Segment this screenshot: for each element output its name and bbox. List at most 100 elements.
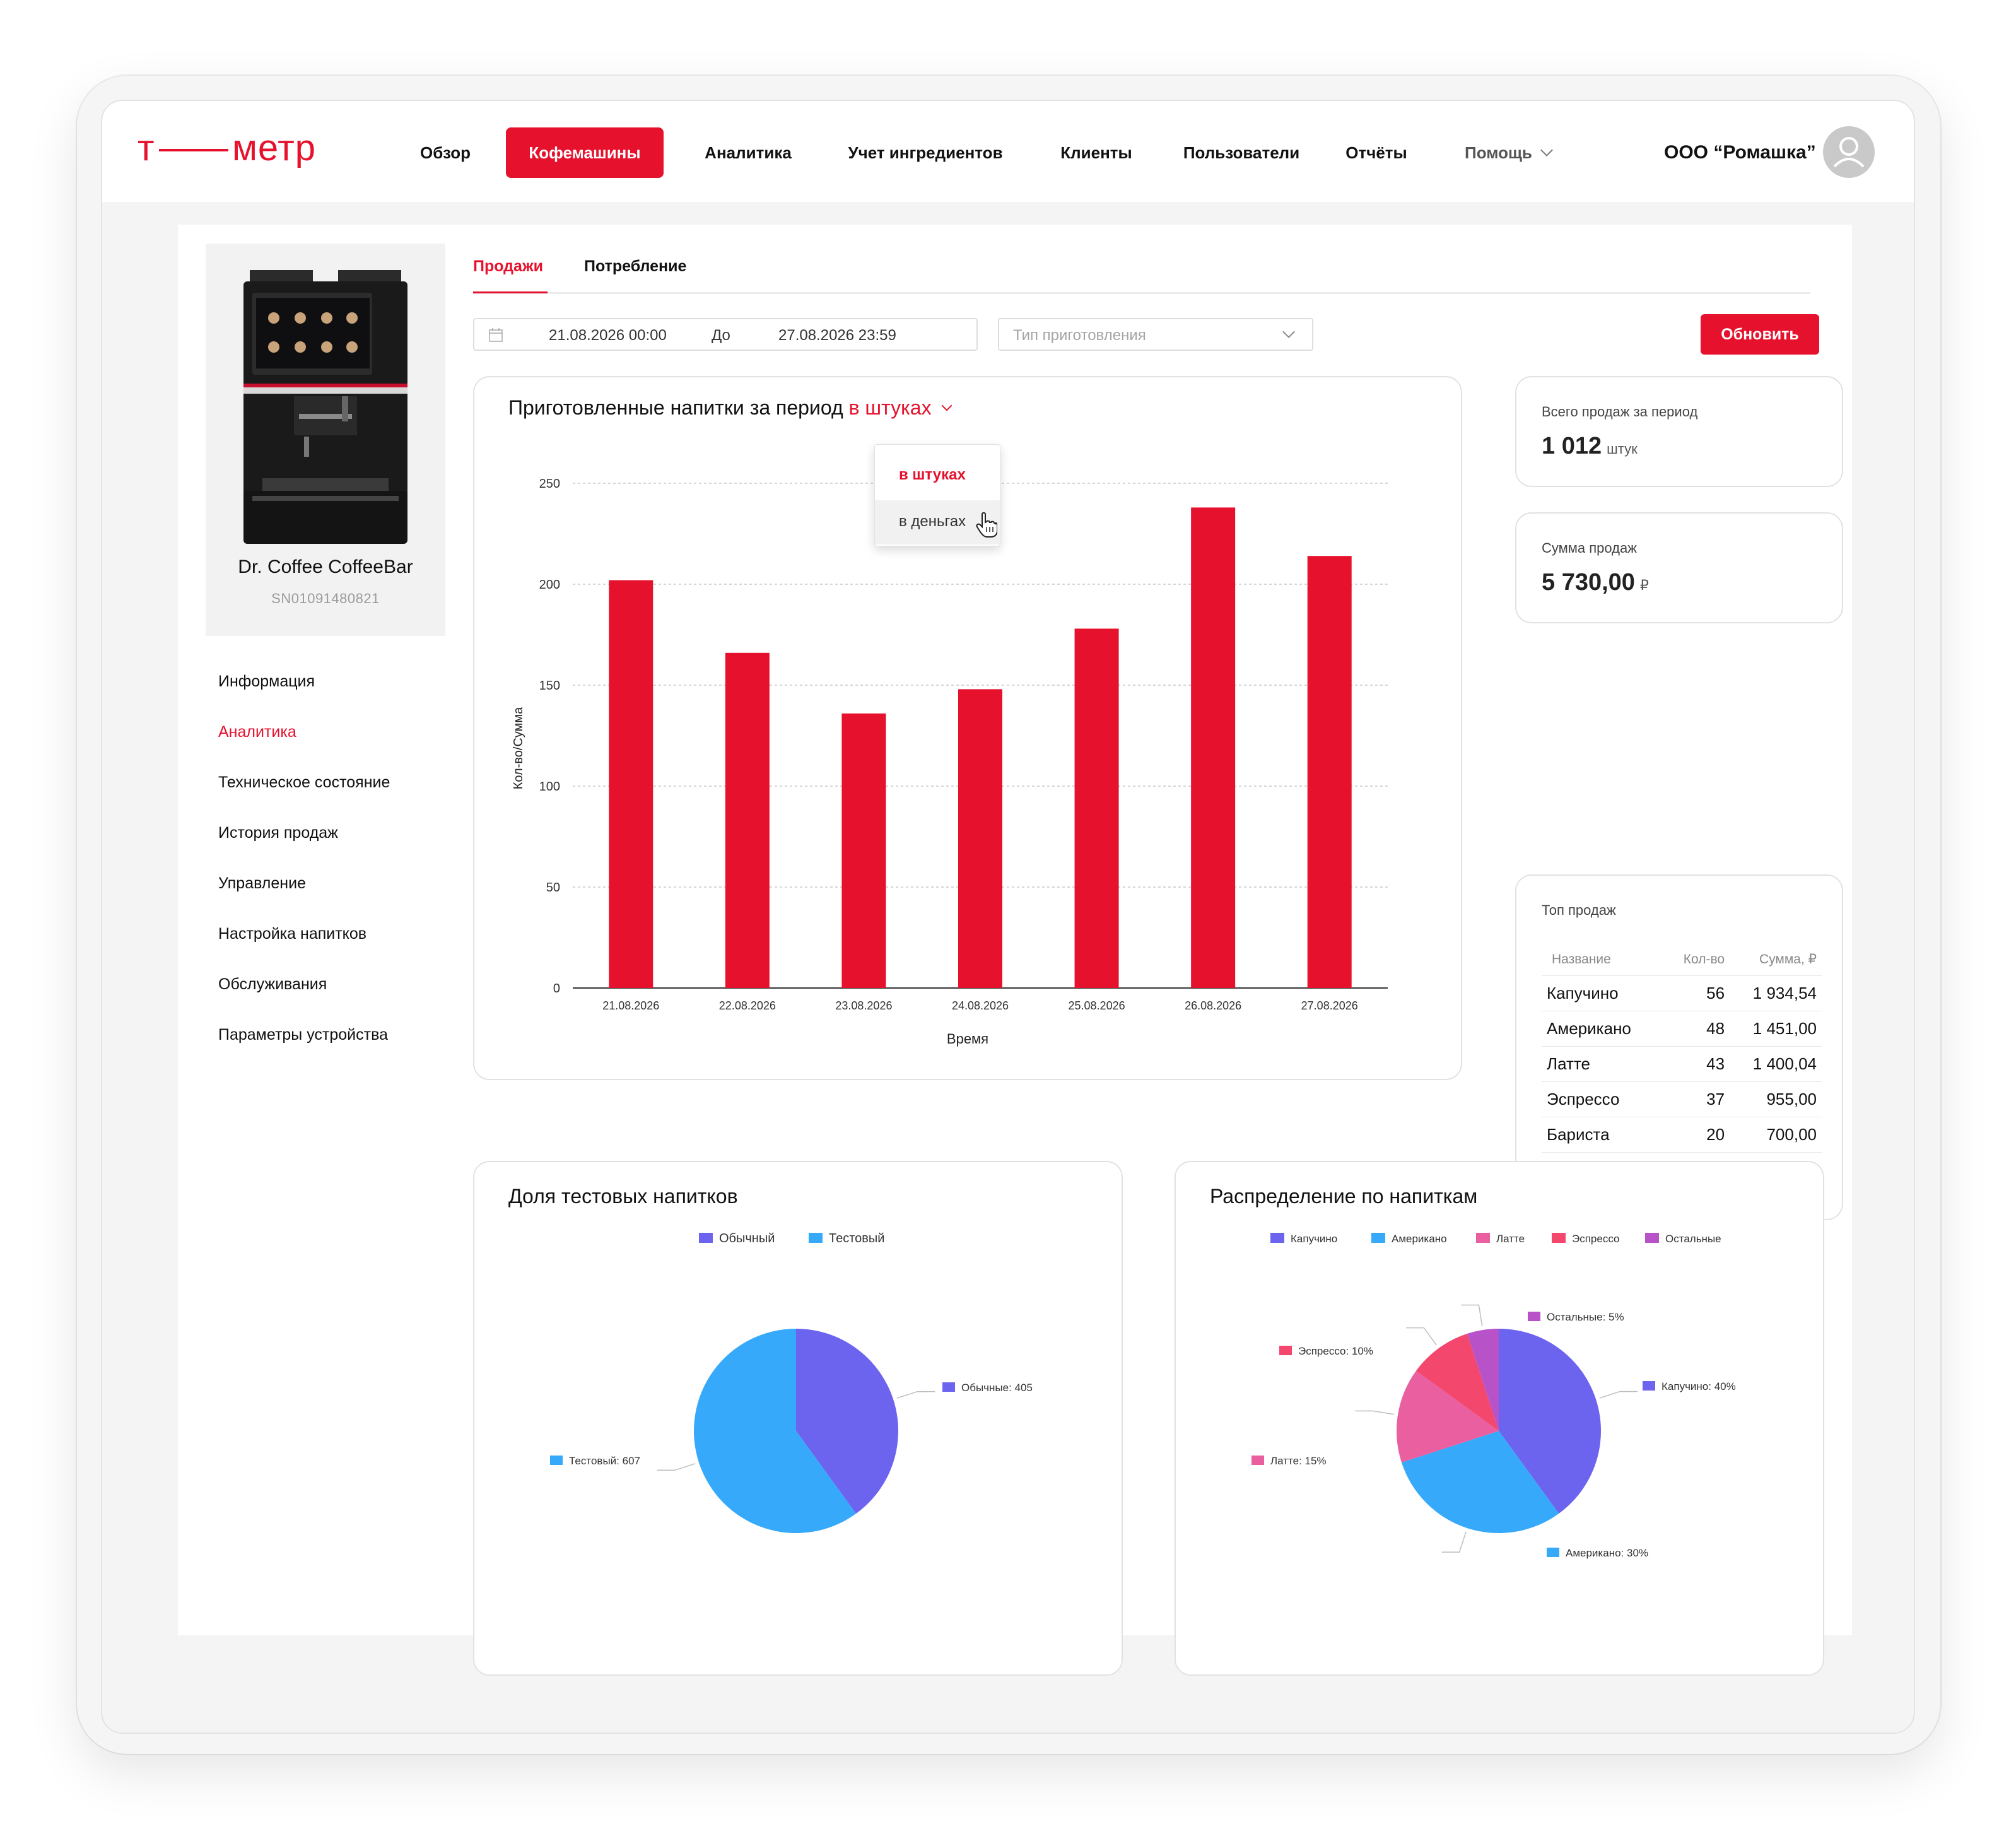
top-sales-label: Топ продаж — [1542, 902, 1616, 918]
y-tick-label: 200 — [539, 578, 560, 592]
pie-slice[interactable] — [694, 1329, 857, 1533]
pie-label-leader — [1441, 1531, 1467, 1553]
bar[interactable] — [841, 713, 886, 988]
bar[interactable] — [1191, 507, 1236, 988]
legend-label: Капучино — [1291, 1233, 1338, 1245]
cell-qty: 37 — [1668, 1081, 1730, 1117]
pie-label-leader — [1461, 1304, 1483, 1327]
y-tick-label: 150 — [539, 679, 560, 693]
chevron-down-icon — [1540, 144, 1553, 156]
bar[interactable] — [725, 652, 770, 988]
pie-slice[interactable] — [1499, 1329, 1601, 1514]
nav-reports[interactable]: Отчёты — [1345, 143, 1407, 162]
top-sales-table: Название Кол-во Сумма, ₽ Капучино 56 1 934… — [1542, 944, 1822, 1153]
legend-item-latte[interactable]: Латте — [1476, 1233, 1525, 1245]
pie-label-leader — [657, 1463, 696, 1471]
total-sales-label: Всего продаж за период — [1542, 404, 1698, 420]
pie-label-swatch — [1547, 1548, 1559, 1557]
cell-name: Американо — [1542, 1011, 1668, 1047]
tab-sales[interactable]: Продажи — [473, 257, 544, 275]
cell-name: Эспрессо — [1542, 1081, 1668, 1117]
legend-label: Обычный — [719, 1232, 775, 1245]
avatar[interactable] — [1823, 126, 1875, 178]
cell-sum: 955,00 — [1730, 1081, 1822, 1117]
side-item-control[interactable]: Управление — [218, 874, 306, 892]
legend-item-cappuccino[interactable]: Капучино — [1270, 1233, 1337, 1245]
drinks-bar-chart-card: Приготовленные напитки за период в штука… — [473, 376, 1462, 1080]
pie-slice[interactable] — [1467, 1329, 1499, 1431]
pie-label-swatch — [1528, 1312, 1540, 1321]
drink-distribution-pie-chart — [1355, 1304, 1638, 1553]
dropdown-option-money[interactable]: в деньгах — [899, 513, 966, 530]
bar[interactable] — [958, 689, 1002, 988]
pie-label-leader — [896, 1391, 935, 1399]
unit-selector[interactable]: в штуках — [848, 396, 952, 419]
side-item-tech-state[interactable]: Техническое состояние — [218, 773, 390, 791]
legend-swatch — [1371, 1233, 1385, 1243]
refresh-button[interactable]: Обновить — [1701, 314, 1819, 355]
date-range-picker[interactable]: 21.08.2026 00:00 До 27.08.2026 23:59 — [473, 318, 978, 351]
x-tick-label: 27.08.2026 — [1301, 999, 1358, 1012]
sales-sum-card: Сумма продаж 5 730,00 ₽ — [1515, 512, 1843, 623]
legend-item-test[interactable]: Тестовый — [809, 1232, 884, 1246]
org-name[interactable]: ООО “Ромашка” — [1664, 142, 1816, 163]
column-header-qty[interactable]: Кол-во — [1668, 944, 1730, 976]
side-item-sales-history[interactable]: История продаж — [218, 824, 338, 842]
side-item-device-params[interactable]: Параметры устройства — [218, 1026, 389, 1044]
bar[interactable] — [609, 580, 653, 988]
nav-analytics[interactable]: Аналитика — [705, 143, 792, 162]
nav-clients[interactable]: Клиенты — [1060, 143, 1132, 162]
pie-label-swatch — [1251, 1456, 1264, 1465]
cell-sum: 1 934,54 — [1730, 975, 1822, 1011]
nav-coffee-machines[interactable]: Кофемашины — [506, 127, 664, 178]
unit-selector-label: в штуках — [848, 396, 932, 419]
pie-label-americano: Американо: 30% — [1547, 1547, 1648, 1560]
legend-item-americano[interactable]: Американо — [1371, 1233, 1447, 1245]
cell-qty: 43 — [1668, 1046, 1730, 1082]
legend-item-other[interactable]: Остальные — [1645, 1233, 1721, 1245]
legend-swatch — [1476, 1233, 1490, 1243]
side-item-service[interactable]: Обслуживания — [218, 975, 327, 993]
bar[interactable] — [1074, 628, 1119, 988]
y-axis-label: Кол-во/Сумма — [512, 707, 525, 789]
x-tick-label: 24.08.2026 — [952, 999, 1009, 1012]
nav-users[interactable]: Пользователи — [1183, 143, 1300, 162]
dropdown-option-pieces[interactable]: в штуках — [899, 466, 966, 483]
side-item-info[interactable]: Информация — [218, 673, 315, 690]
pie-label-test: Тестовый: 607 — [550, 1455, 640, 1468]
pie-slice[interactable] — [1397, 1370, 1499, 1463]
column-header-name[interactable]: Название — [1542, 944, 1668, 976]
sales-sum-value: 5 730,00 ₽ — [1542, 569, 1649, 596]
legend-label: Латте — [1496, 1233, 1525, 1245]
legend-swatch — [699, 1233, 713, 1243]
nav-overview[interactable]: Обзор — [420, 143, 471, 162]
legend-item-espresso[interactable]: Эспрессо — [1552, 1233, 1619, 1245]
dropdown-hover-row — [875, 500, 1000, 544]
pie-label-regular: Обычные: 405 — [942, 1382, 1033, 1394]
pie-slice[interactable] — [796, 1329, 898, 1514]
test-drinks-title: Доля тестовых напитков — [508, 1185, 738, 1208]
pie-label-swatch — [550, 1456, 563, 1465]
chevron-down-icon — [1282, 326, 1295, 338]
cell-qty: 20 — [1668, 1117, 1730, 1153]
preparation-type-select[interactable]: Тип приготовления — [998, 318, 1313, 351]
pie-label-swatch — [942, 1382, 955, 1392]
pie-label-swatch — [1643, 1381, 1655, 1391]
y-tick-label: 50 — [546, 881, 560, 895]
top-header: т метр Обзор Кофемашины Аналитика Учет и… — [102, 101, 1914, 202]
legend-item-regular[interactable]: Обычный — [699, 1232, 775, 1246]
column-header-sum[interactable]: Сумма, ₽ — [1730, 944, 1822, 976]
tab-consumption[interactable]: Потребление — [584, 257, 687, 275]
bar[interactable] — [1307, 556, 1352, 988]
side-item-analytics[interactable]: Аналитика — [218, 723, 296, 741]
app-logo[interactable]: т метр — [138, 127, 327, 169]
help-menu[interactable]: Помощь — [1465, 127, 1553, 178]
test-drinks-card: Доля тестовых напитков Обычный Тестовый … — [473, 1161, 1123, 1676]
total-sales-value: 1 012 штук — [1542, 433, 1638, 460]
legend-swatch — [809, 1233, 823, 1243]
pie-label-text: Тестовый: 607 — [569, 1455, 640, 1467]
side-item-drink-settings[interactable]: Настройка напитков — [218, 925, 367, 943]
pie-slice[interactable] — [1401, 1431, 1559, 1533]
pie-slice[interactable] — [1415, 1333, 1499, 1431]
nav-ingredients[interactable]: Учет ингредиентов — [848, 143, 1003, 162]
